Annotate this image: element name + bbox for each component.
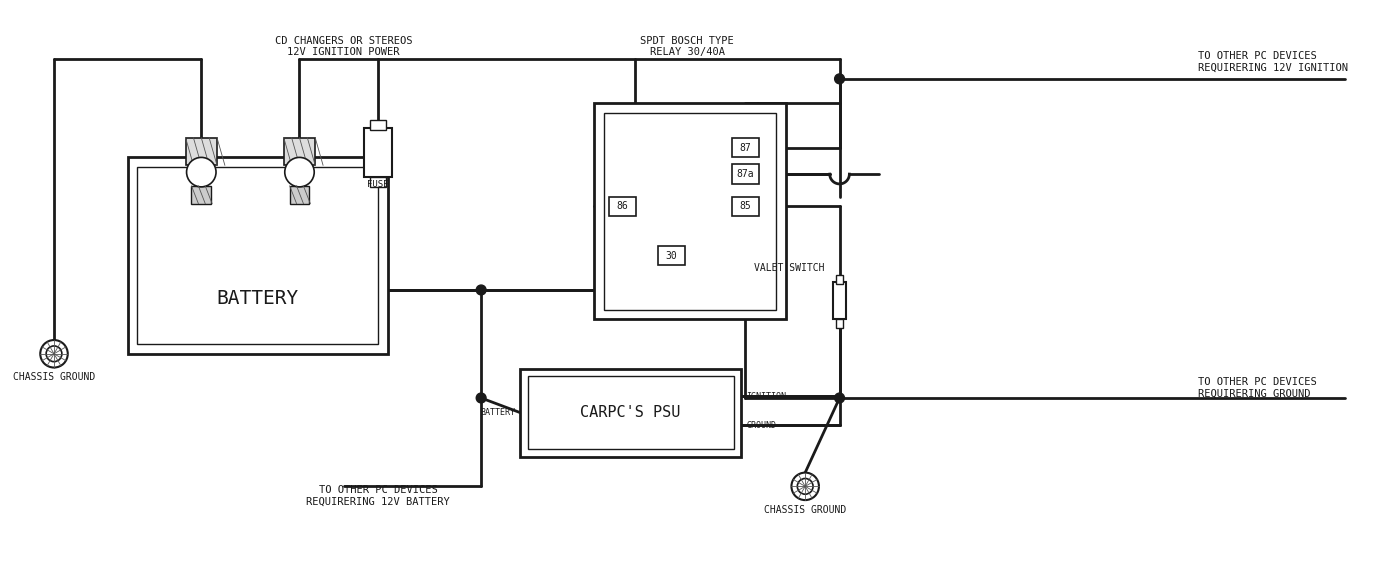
Bar <box>604 113 776 310</box>
Text: CHASSIS GROUND: CHASSIS GROUND <box>763 505 846 515</box>
Text: FUSE: FUSE <box>368 180 389 190</box>
Bar <box>528 376 733 449</box>
Bar <box>284 138 316 165</box>
Text: 86: 86 <box>617 202 628 211</box>
Bar <box>521 369 741 457</box>
Bar <box>732 196 759 217</box>
Bar <box>732 138 759 157</box>
Circle shape <box>285 157 314 187</box>
Circle shape <box>40 340 68 367</box>
Text: 87a: 87a <box>736 169 754 179</box>
Bar <box>832 282 846 320</box>
Bar <box>192 186 211 203</box>
Bar <box>835 275 843 284</box>
Circle shape <box>835 393 845 403</box>
Bar <box>186 138 216 165</box>
Text: CD CHANGERS OR STEREOS
12V IGNITION POWER: CD CHANGERS OR STEREOS 12V IGNITION POWE… <box>276 36 412 57</box>
Bar <box>371 120 386 130</box>
Bar <box>371 177 386 187</box>
Text: CHASSIS GROUND: CHASSIS GROUND <box>12 372 95 382</box>
Text: GROUND: GROUND <box>747 421 776 430</box>
Bar <box>289 186 309 203</box>
Bar <box>732 164 759 184</box>
Circle shape <box>45 346 62 362</box>
Bar <box>657 246 685 266</box>
Text: BATTERY: BATTERY <box>481 408 515 417</box>
Bar <box>835 320 843 328</box>
Text: 87: 87 <box>740 143 751 153</box>
Bar <box>138 167 378 344</box>
Text: TO OTHER PC DEVICES
REQUIRERING 12V IGNITION: TO OTHER PC DEVICES REQUIRERING 12V IGNI… <box>1197 51 1348 73</box>
Text: BATTERY: BATTERY <box>216 289 299 308</box>
Text: CARPC'S PSU: CARPC'S PSU <box>580 405 681 420</box>
Text: TO OTHER PC DEVICES
REQUIRERING GROUND: TO OTHER PC DEVICES REQUIRERING GROUND <box>1197 377 1317 399</box>
Circle shape <box>477 393 486 403</box>
Text: 85: 85 <box>740 202 751 211</box>
Bar <box>364 128 391 177</box>
Text: IGNITION: IGNITION <box>747 392 787 400</box>
Circle shape <box>791 472 819 500</box>
Bar <box>609 196 637 217</box>
Circle shape <box>186 157 216 187</box>
Circle shape <box>798 479 813 494</box>
Bar <box>594 104 785 320</box>
Circle shape <box>477 285 486 295</box>
Text: TO OTHER PC DEVICES
REQUIRERING 12V BATTERY: TO OTHER PC DEVICES REQUIRERING 12V BATT… <box>306 486 451 507</box>
Text: VALET SWITCH: VALET SWITCH <box>754 263 825 274</box>
Text: 30: 30 <box>666 251 678 260</box>
Text: SPDT BOSCH TYPE
RELAY 30/40A: SPDT BOSCH TYPE RELAY 30/40A <box>641 36 734 57</box>
Bar <box>128 157 387 354</box>
Circle shape <box>835 74 845 84</box>
